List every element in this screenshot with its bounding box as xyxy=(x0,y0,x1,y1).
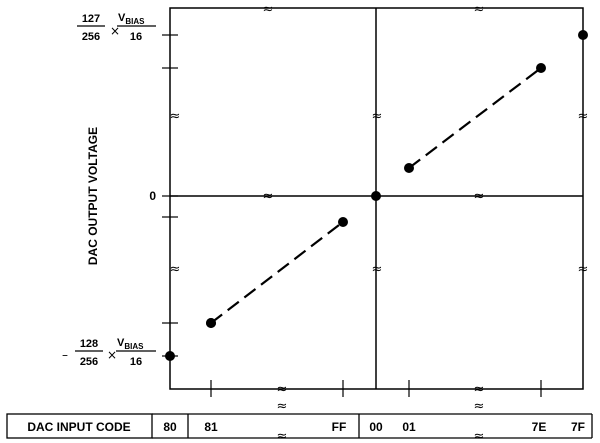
break-left-upper: ≈ xyxy=(170,109,181,124)
break-table-left-top: ≈ xyxy=(277,399,288,414)
break-table-right-top: ≈ xyxy=(474,399,485,414)
table-label-cell xyxy=(6,413,153,439)
input-code-table: DAC INPUT CODE 80 81 FF 00 01 7E 7F xyxy=(6,413,593,439)
y-label-max-vden: 16 xyxy=(130,31,142,43)
data-point-2-0 xyxy=(371,191,381,201)
code-label-80: 80 xyxy=(163,420,177,434)
data-point-1-0 xyxy=(206,318,216,328)
break-top-left: ≈ xyxy=(263,2,274,17)
x-ticks xyxy=(210,380,542,397)
code-label-81: 81 xyxy=(204,420,218,434)
series-line-1 xyxy=(210,221,344,324)
y-label-max: 127 256 × VBIAS 16 xyxy=(77,12,156,43)
y-label-zero: 0 xyxy=(149,189,156,203)
y-label-max-num: 127 xyxy=(82,13,100,25)
break-bottom-left: ≈ xyxy=(277,382,288,397)
break-bottom-right: ≈ xyxy=(474,382,485,397)
y-label-min-times: × xyxy=(107,348,117,362)
y-label-max-den: 256 xyxy=(82,31,100,43)
break-table-left-bottom: ≈ xyxy=(277,429,288,443)
code-label-FF: FF xyxy=(332,420,347,434)
break-middle-left: ≈ xyxy=(263,189,274,204)
y-axis-label: DAC OUTPUT VOLTAGE xyxy=(86,127,100,265)
y-label-max-times: × xyxy=(110,24,120,38)
break-center-lower: ≈ xyxy=(372,262,383,277)
table-label: DAC INPUT CODE xyxy=(27,420,130,434)
code-label-7E: 7E xyxy=(532,420,547,434)
break-table-right-bottom: ≈ xyxy=(474,429,485,443)
data-point-1-1 xyxy=(338,217,348,227)
data-point-3-0 xyxy=(404,163,414,173)
break-middle-right: ≈ xyxy=(474,189,485,204)
data-point-0-0 xyxy=(165,351,175,361)
data-point-4-0 xyxy=(578,30,588,40)
y-label-min-vsub: BIAS xyxy=(124,342,144,351)
y-label-min-vnum: VBIAS xyxy=(117,337,144,351)
axis-break-marks: ≈ ≈ ≈ ≈ ≈ ≈ ≈ ≈ ≈ ≈ ≈ ≈ ≈ ≈ ≈ ≈ xyxy=(170,2,589,443)
y-label-min-den: 256 xyxy=(80,356,98,368)
break-top-right: ≈ xyxy=(474,2,485,17)
break-left-lower: ≈ xyxy=(170,262,181,277)
data-point-3-1 xyxy=(536,63,546,73)
break-center-upper: ≈ xyxy=(372,109,383,124)
y-label-min-vden: 16 xyxy=(130,356,142,368)
y-label-min-num: 128 xyxy=(80,338,98,350)
code-label-7F: 7F xyxy=(571,420,585,434)
break-right-upper: ≈ xyxy=(578,109,589,124)
series-line-3 xyxy=(408,67,542,169)
y-label-max-vsub: BIAS xyxy=(125,17,145,26)
break-right-lower: ≈ xyxy=(578,262,589,277)
y-label-max-vnum: VBIAS xyxy=(118,12,145,26)
y-label-min: – 128 256 × VBIAS 16 xyxy=(62,337,156,368)
series-layer xyxy=(165,30,588,361)
code-label-00: 00 xyxy=(369,420,383,434)
code-label-01: 01 xyxy=(402,420,416,434)
y-label-min-sign: – xyxy=(62,348,68,362)
